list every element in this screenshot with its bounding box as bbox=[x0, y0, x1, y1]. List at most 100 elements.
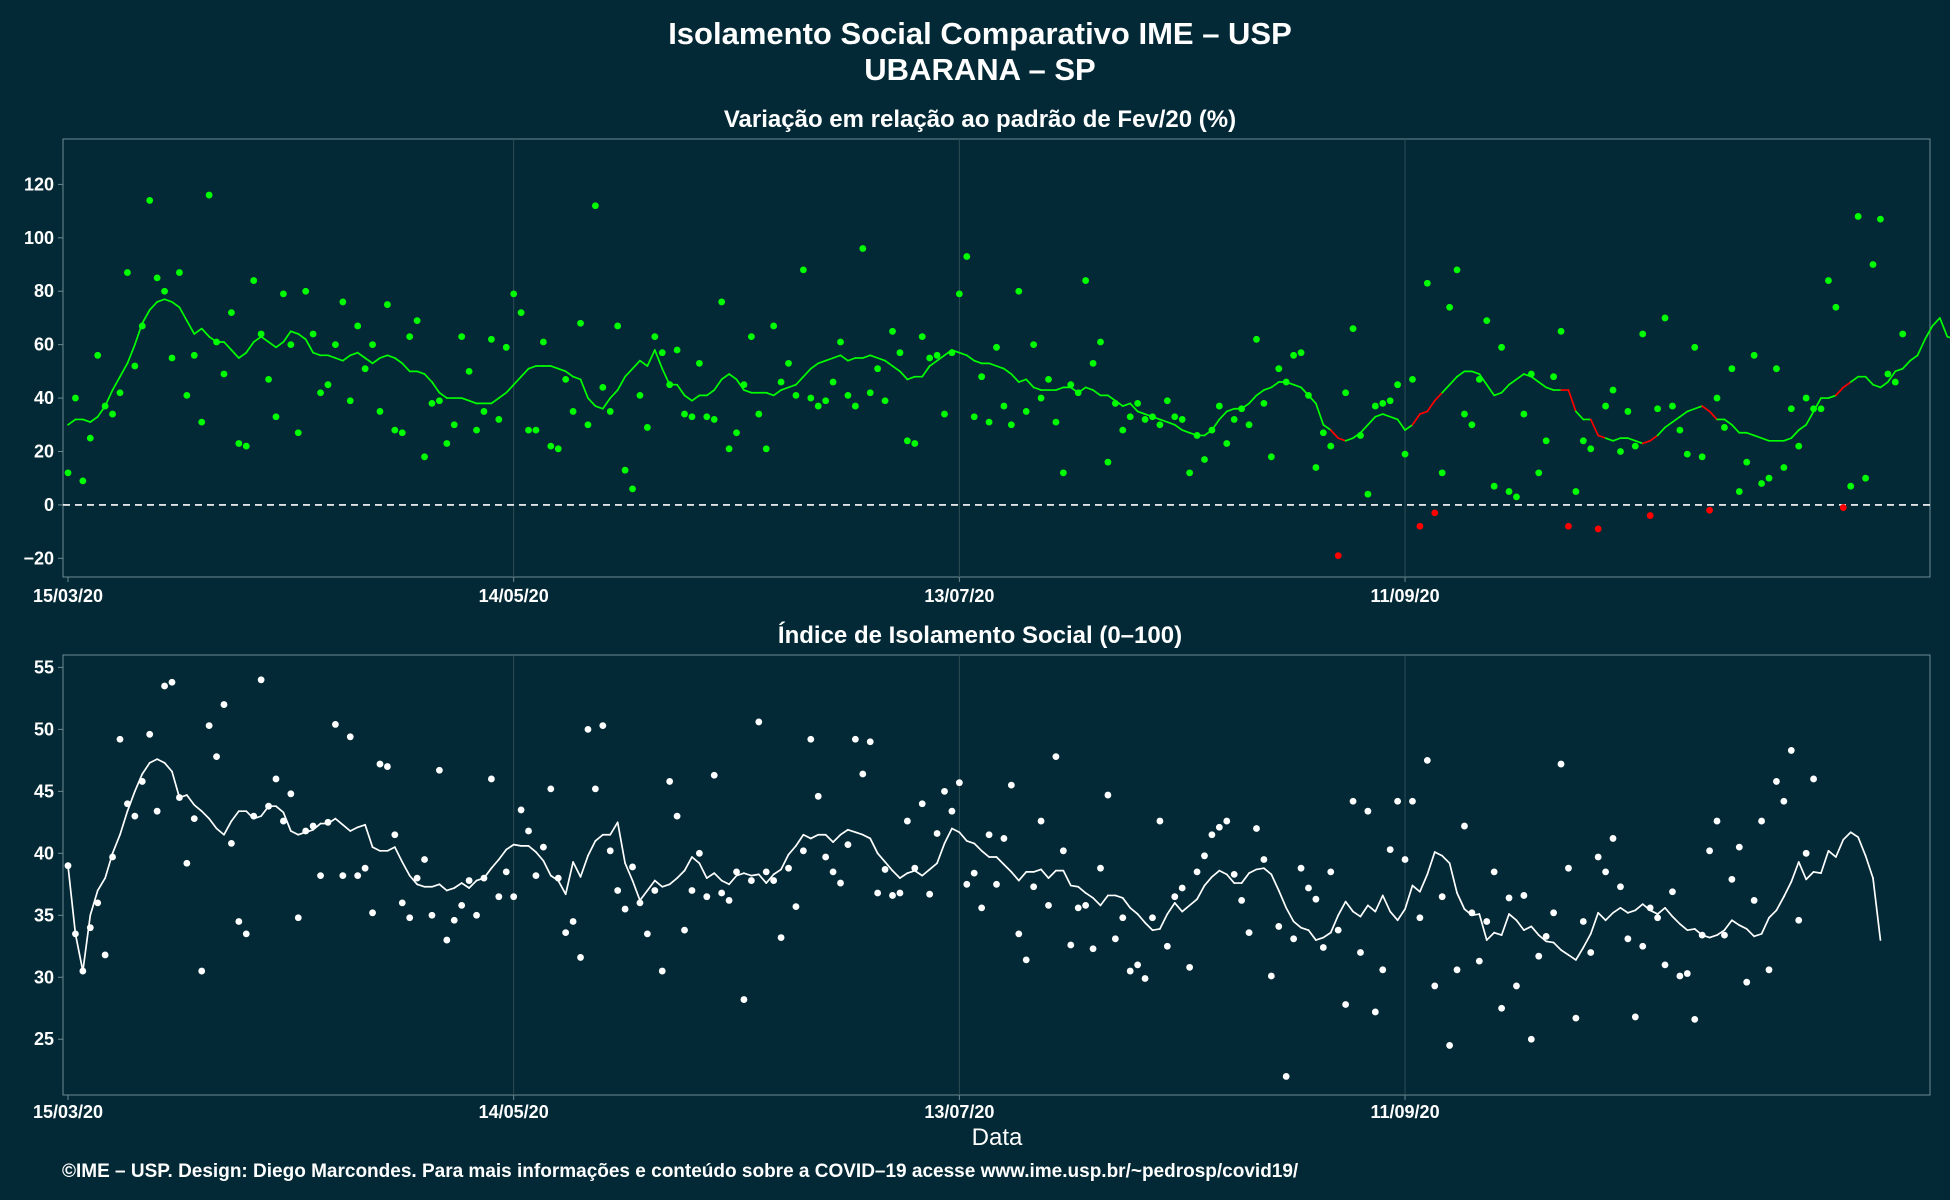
bottom-trend-line-segment bbox=[1671, 915, 1681, 925]
top-data-point bbox=[168, 354, 176, 362]
top-data-point bbox=[161, 287, 168, 295]
bottom-data-point bbox=[658, 967, 666, 975]
bottom-trend-line-segment bbox=[200, 810, 210, 820]
top-data-point bbox=[428, 400, 436, 407]
top-data-point bbox=[116, 389, 124, 397]
bottom-trend-line-segment bbox=[1404, 884, 1414, 910]
top-trend-line-segment bbox=[1901, 359, 1911, 370]
bottom-trend-line-segment bbox=[1211, 869, 1221, 878]
top-data-point bbox=[562, 375, 570, 383]
bottom-trend-line-segment bbox=[1359, 904, 1369, 918]
bottom-data-point bbox=[413, 874, 421, 882]
bottom-trend-line-segment bbox=[542, 859, 552, 877]
top-data-point bbox=[1045, 375, 1052, 383]
top-data-point bbox=[339, 298, 347, 306]
top-y-tick-label: 0 bbox=[44, 495, 54, 515]
top-data-point bbox=[1193, 432, 1201, 439]
bottom-data-point bbox=[554, 874, 562, 882]
bottom-trend-line-segment bbox=[349, 826, 359, 832]
top-data-point bbox=[346, 397, 354, 405]
bottom-data-point bbox=[569, 918, 577, 925]
bottom-data-point bbox=[1178, 884, 1186, 892]
bottom-trend-line-segment bbox=[1589, 911, 1600, 935]
top-data-point bbox=[1698, 453, 1706, 461]
top-trend-line-segment bbox=[1456, 370, 1466, 378]
bottom-data-point bbox=[1230, 870, 1238, 878]
top-data-point bbox=[228, 309, 235, 316]
bottom-data-point bbox=[1490, 868, 1498, 876]
bottom-trend-line-segment bbox=[1367, 904, 1377, 913]
bottom-trend-line-segment bbox=[1827, 849, 1837, 858]
top-data-point bbox=[710, 416, 718, 423]
top-data-point bbox=[941, 410, 948, 418]
bottom-trend-line-segment bbox=[416, 883, 426, 888]
bottom-data-point bbox=[101, 951, 109, 959]
top-trend-line-segment bbox=[601, 397, 612, 410]
top-trend-line-segment bbox=[1003, 367, 1013, 375]
bottom-trend-line-segment bbox=[653, 879, 664, 888]
top-trend-line-segment bbox=[1597, 434, 1607, 439]
bottom-data-point bbox=[1542, 932, 1550, 940]
top-data-point bbox=[1037, 394, 1045, 402]
top-data-point bbox=[1847, 482, 1855, 490]
top-x-tick-label: 15/03/20 bbox=[33, 586, 103, 606]
top-data-point bbox=[1230, 416, 1238, 423]
top-data-point bbox=[384, 301, 391, 308]
bottom-data-point bbox=[265, 802, 272, 810]
bottom-trend-line-segment bbox=[646, 879, 656, 892]
bottom-trend-line-segment bbox=[431, 883, 441, 888]
top-trend-line-segment bbox=[564, 370, 574, 378]
top-data-point bbox=[1542, 437, 1550, 445]
top-data-point bbox=[1683, 450, 1691, 458]
bottom-trend-line-segment bbox=[230, 810, 240, 822]
bottom-data-point bbox=[1631, 1013, 1639, 1021]
bottom-trend-line-segment bbox=[1708, 934, 1718, 939]
bottom-trend-line-segment bbox=[1255, 867, 1265, 871]
top-trend-line-segment bbox=[141, 309, 151, 325]
bottom-data-point bbox=[317, 872, 324, 880]
bottom-trend-line-segment bbox=[82, 914, 92, 972]
bottom-trend-line-segment bbox=[468, 879, 478, 889]
bottom-data-point bbox=[695, 849, 703, 857]
top-data-point bbox=[1119, 426, 1127, 434]
top-data-point bbox=[183, 391, 191, 399]
top-data-point bbox=[176, 269, 183, 276]
bottom-data-point bbox=[1409, 797, 1416, 805]
bottom-trend-line-segment bbox=[1805, 871, 1815, 881]
bottom-y-tick-label: 30 bbox=[34, 967, 54, 987]
bottom-data-point bbox=[1126, 967, 1134, 975]
top-data-point bbox=[101, 402, 109, 410]
bottom-trend-line-segment bbox=[757, 873, 768, 884]
top-trend-line-segment bbox=[156, 298, 166, 303]
bottom-data-point bbox=[1810, 775, 1817, 783]
top-data-point bbox=[1141, 416, 1149, 423]
bottom-trend-line-segment bbox=[847, 828, 857, 834]
top-trend-line-segment bbox=[312, 351, 322, 357]
top-trend-line-segment bbox=[282, 330, 292, 343]
bottom-trend-line-segment bbox=[334, 817, 344, 826]
top-data-point bbox=[1802, 394, 1810, 402]
top-trend-line-segment bbox=[1411, 413, 1421, 426]
bottom-trend-line-segment bbox=[795, 833, 805, 847]
bottom-trend-line-segment bbox=[772, 868, 782, 876]
top-trend-line-segment bbox=[468, 399, 478, 405]
top-trend-line-segment bbox=[1107, 394, 1117, 402]
bottom-trend-line-segment bbox=[1121, 897, 1132, 909]
bottom-data-point bbox=[837, 879, 844, 887]
top-trend-line-segment bbox=[906, 375, 916, 381]
top-data-point bbox=[302, 287, 310, 295]
bottom-trend-line-segment bbox=[1783, 880, 1793, 898]
top-data-point bbox=[1713, 394, 1721, 402]
top-trend-line-segment bbox=[1879, 381, 1889, 389]
top-data-point bbox=[1676, 426, 1684, 434]
bottom-panel: 15/03/20 14/05/20 13/07/20 11/09/20 25 30 35 40… bbox=[33, 654, 1931, 1122]
bottom-trend-line-segment bbox=[215, 827, 225, 836]
bottom-data-point bbox=[302, 827, 310, 835]
top-data-point bbox=[317, 389, 324, 397]
bottom-y-tick-label: 45 bbox=[34, 781, 54, 801]
top-trend-line-segment bbox=[772, 389, 782, 397]
top-trend-line-segment bbox=[676, 383, 686, 397]
bottom-data-point bbox=[257, 676, 265, 684]
top-data-point bbox=[547, 442, 555, 450]
bottom-trend-line-segment bbox=[1537, 934, 1548, 943]
